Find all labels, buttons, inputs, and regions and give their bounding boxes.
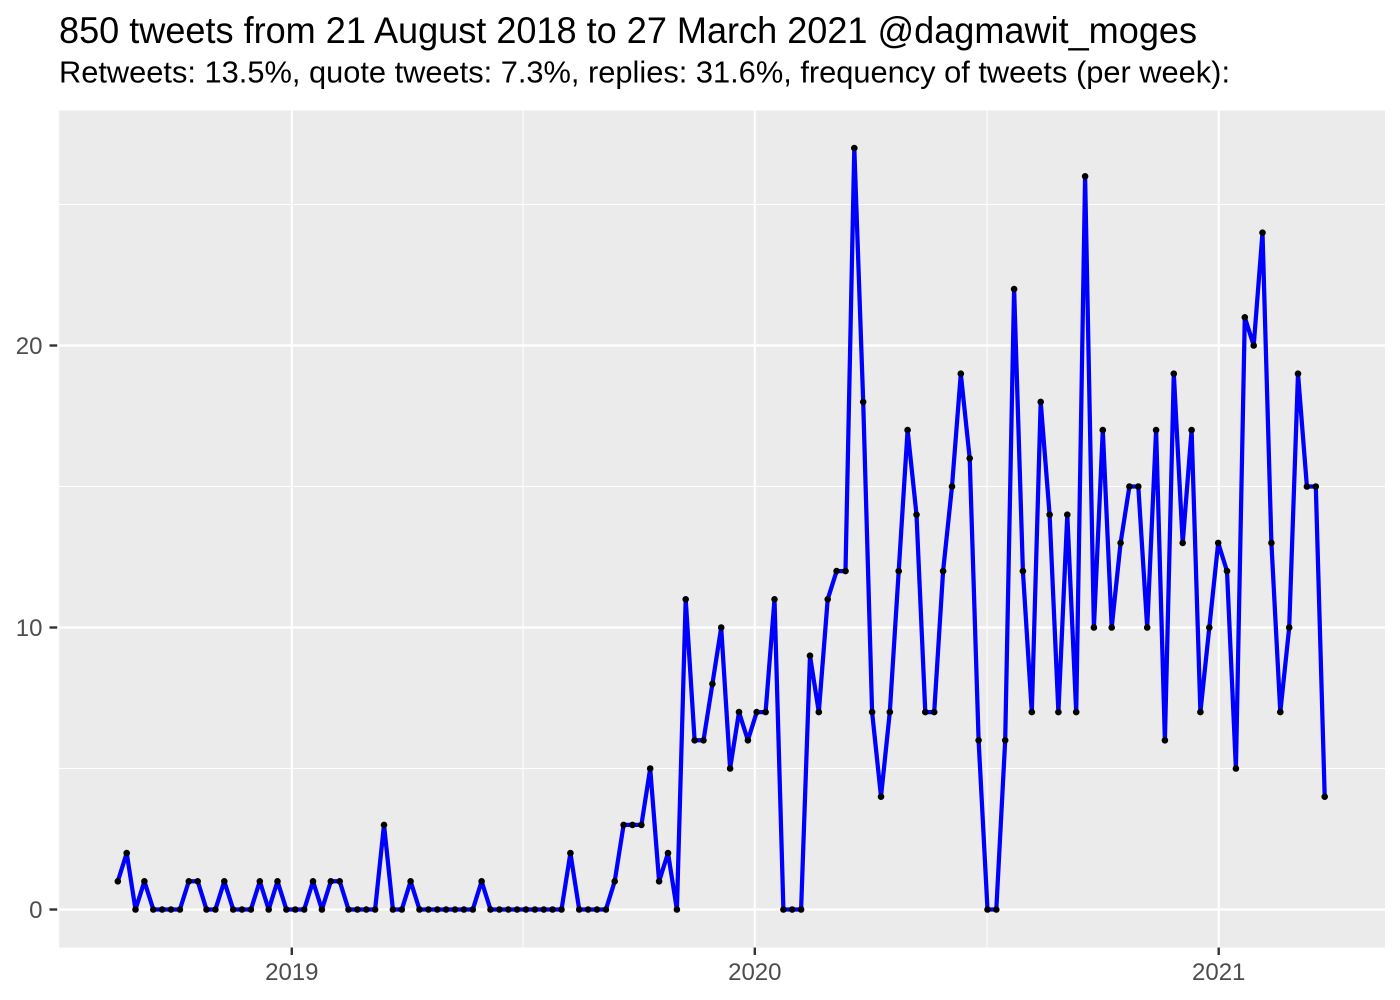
svg-text:10: 10 xyxy=(16,615,43,642)
svg-text:0: 0 xyxy=(29,897,42,924)
svg-text:2021: 2021 xyxy=(1192,959,1245,986)
svg-text:Retweets: 13.5%, quote tweets:: Retweets: 13.5%, quote tweets: 7.3%, rep… xyxy=(59,55,1230,90)
svg-text:850 tweets from 21 August 2018: 850 tweets from 21 August 2018 to 27 Mar… xyxy=(59,9,1197,51)
svg-text:2019: 2019 xyxy=(265,959,318,986)
svg-text:2020: 2020 xyxy=(728,959,781,986)
svg-text:20: 20 xyxy=(16,333,43,360)
